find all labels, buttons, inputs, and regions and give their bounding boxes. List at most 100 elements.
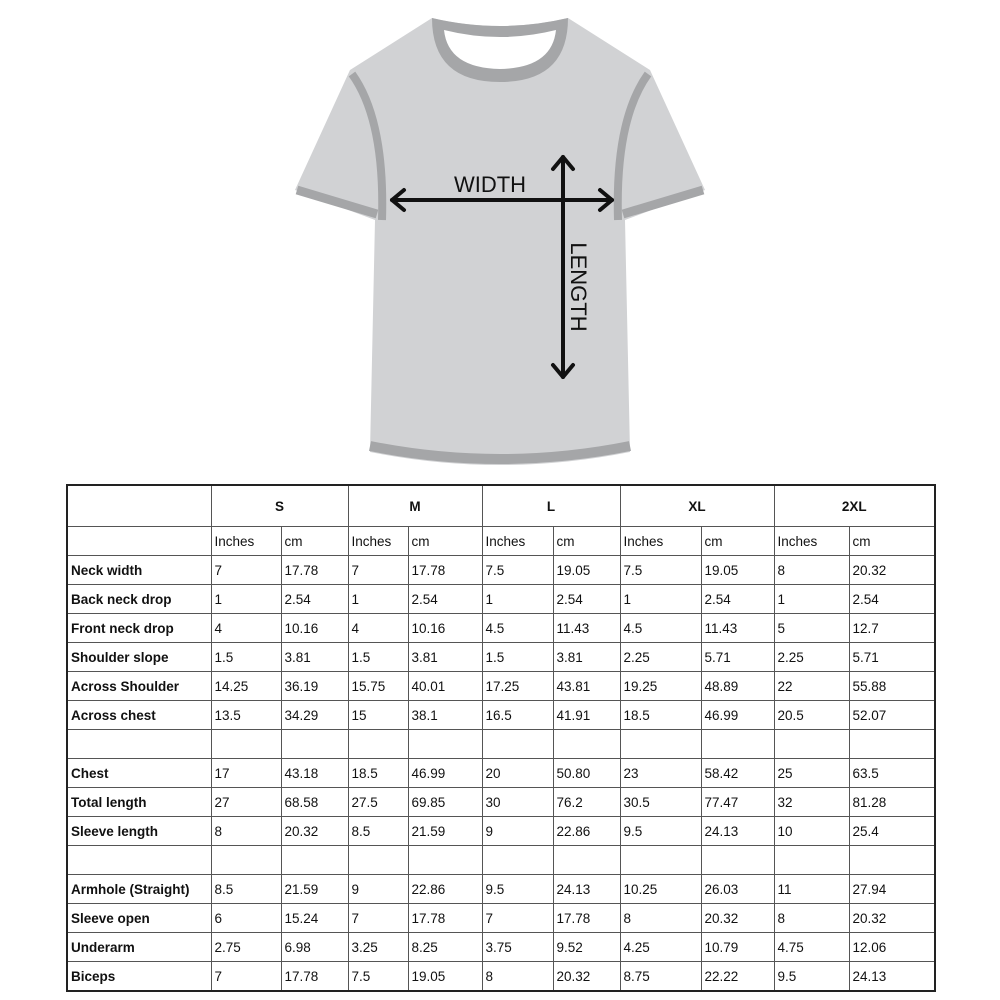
row-label: Across Shoulder [66,671,212,701]
measure-cell: 2.54 [552,584,621,614]
table-row: Across chest 13.5 34.29 15 38.1 16.5 41.91 18.5… [66,700,936,730]
measure-cell: 38.1 [407,700,483,730]
measure-cell: 1.5 [481,642,554,672]
spacer-cell [619,845,702,875]
measure-cell: 43.18 [280,758,349,788]
measure-cell: 10.25 [619,874,702,904]
measure-cell: 32 [773,787,850,817]
left-seam [348,71,387,221]
measure-cell: 81.28 [848,787,936,817]
measure-cell: 22.22 [700,961,775,992]
measure-cell: 22.86 [552,816,621,846]
spacer-cell [66,729,212,759]
measure-cell: 20.32 [280,816,349,846]
table-row: Sleeve length 8 20.32 8.5 21.59 9 22.86 9.5 24.1… [66,816,936,846]
measure-cell: 17 [210,758,282,788]
row-label: Neck width [66,555,212,585]
measure-cell: 4 [347,613,409,643]
spacer-cell [280,729,349,759]
measure-cell: 1 [481,584,554,614]
measure-cell: 4.5 [619,613,702,643]
arrows [390,155,614,379]
measure-cell: 26.03 [700,874,775,904]
spacer-cell [848,729,936,759]
spacer-cell [347,845,409,875]
right-cuff [621,185,705,219]
row-label: Chest [66,758,212,788]
measure-cell: 1 [773,584,850,614]
table-row: Inches cm Inches cm Inches cm Inches cm Inches cm [66,526,936,556]
measure-cell: 22 [773,671,850,701]
hem [369,441,631,464]
measure-cell: 2.25 [619,642,702,672]
measure-cell: 20.5 [773,700,850,730]
measure-cell: 17.78 [407,555,483,585]
measure-cell: 14.25 [210,671,282,701]
measure-cell: 30 [481,787,554,817]
measure-cell: 10 [773,816,850,846]
corner-cell [66,526,212,556]
table-row: Sleeve open 6 15.24 7 17.78 7 17.78 8 20.32 8 20.3… [66,903,936,933]
measure-cell: 50.80 [552,758,621,788]
spacer-cell [619,729,702,759]
spacer-cell [407,845,483,875]
measure-cell: 8.5 [210,874,282,904]
measure-cell: 2.54 [700,584,775,614]
measure-cell: 8 [210,816,282,846]
spacer-cell [481,729,554,759]
spacer-cell [552,845,621,875]
measure-cell: 9.5 [481,874,554,904]
measure-cell: 25 [773,758,850,788]
size-header: 2XL [773,484,936,527]
unit-header: Inches [210,526,282,556]
spacer-cell [347,729,409,759]
measure-cell: 20.32 [848,903,936,933]
measure-cell: 3.81 [407,642,483,672]
measure-cell: 30.5 [619,787,702,817]
measure-cell: 36.19 [280,671,349,701]
measure-cell: 8.75 [619,961,702,992]
size-header: L [481,484,621,527]
measure-cell: 8 [481,961,554,992]
measure-cell: 4 [210,613,282,643]
spacer-cell [66,845,212,875]
measure-cell: 27 [210,787,282,817]
measure-cell: 19.25 [619,671,702,701]
table-row: Chest 17 43.18 18.5 46.99 20 50.80 23 58.42 25 63.… [66,758,936,788]
measure-cell: 8 [773,555,850,585]
measure-cell: 9.5 [619,816,702,846]
measure-cell: 48.89 [700,671,775,701]
measure-cell: 4.5 [481,613,554,643]
measure-cell: 5.71 [848,642,936,672]
measure-cell: 18.5 [347,758,409,788]
measure-cell: 2.25 [773,642,850,672]
measure-cell: 17.78 [280,961,349,992]
length-label: LENGTH [566,242,591,331]
measure-cell: 8 [619,903,702,933]
measure-cell: 40.01 [407,671,483,701]
measure-cell: 3.81 [280,642,349,672]
measure-cell: 7 [481,903,554,933]
size-header: XL [619,484,775,527]
measure-cell: 10.16 [407,613,483,643]
measure-cell: 12.06 [848,932,936,962]
spacer-cell [552,729,621,759]
measure-cell: 55.88 [848,671,936,701]
row-label: Underarm [66,932,212,962]
measure-cell: 2.54 [848,584,936,614]
measure-cell: 1 [619,584,702,614]
measure-cell: 15 [347,700,409,730]
measure-cell: 1 [210,584,282,614]
unit-header: Inches [619,526,702,556]
measure-cell: 1.5 [210,642,282,672]
measure-cell: 43.81 [552,671,621,701]
measure-cell: 41.91 [552,700,621,730]
measure-cell: 27.94 [848,874,936,904]
measure-cell: 9.52 [552,932,621,962]
measure-cell: 7 [347,903,409,933]
spacer-cell [700,729,775,759]
measure-cell: 21.59 [407,816,483,846]
measure-cell: 11.43 [700,613,775,643]
measure-cell: 34.29 [280,700,349,730]
